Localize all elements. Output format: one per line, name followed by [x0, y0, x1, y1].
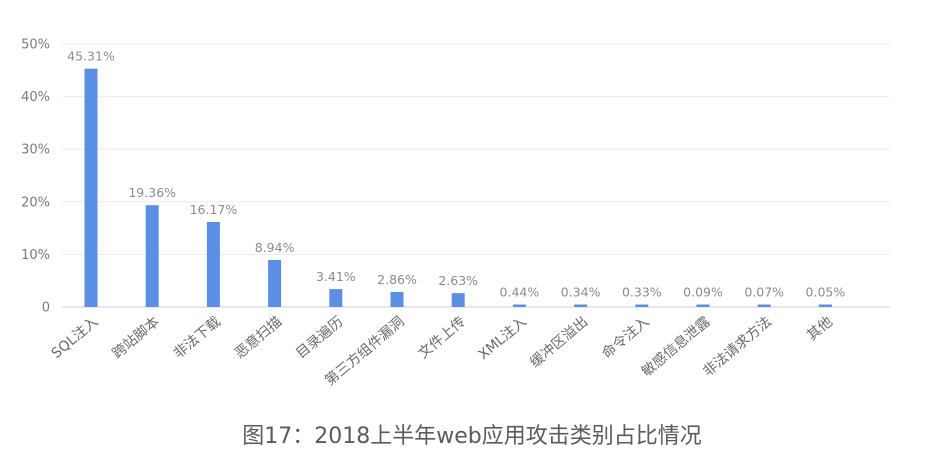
chart-caption: 图17：2018上半年web应用攻击类别占比情况: [242, 424, 702, 449]
data-label: 19.36%: [128, 185, 176, 200]
x-tick-label: 跨站脚本: [110, 314, 163, 362]
x-tick-label: 非法下载: [171, 314, 224, 362]
data-label: 3.41%: [316, 269, 356, 284]
x-tick-label: 文件上传: [416, 314, 469, 362]
bar-chart: 0 10% 20% 30% 40% 50% 45.31% 19.36% 16.17% 8.94%…: [21, 38, 890, 389]
data-label: 0.44%: [500, 285, 540, 300]
bar: [206, 221, 220, 307]
x-tick-label: 命令注入: [599, 313, 653, 362]
x-tick-label: 目录遍历: [293, 314, 346, 362]
data-label: 2.86%: [377, 272, 417, 287]
y-tick-label: 20%: [21, 195, 50, 210]
y-tick-label: 10%: [21, 248, 50, 263]
bar: [574, 304, 588, 307]
y-tick-label: 40%: [21, 90, 50, 105]
data-label: 0.07%: [744, 285, 784, 300]
x-tick-label: SQL注入: [49, 314, 102, 362]
gridlines: [62, 43, 890, 308]
data-labels: 45.31% 19.36% 16.17% 8.94% 3.41% 2.86% 2.63% 0.…: [67, 49, 845, 300]
data-label: 0.09%: [683, 285, 723, 300]
data-label: 2.63%: [438, 273, 478, 288]
bar: [451, 293, 465, 307]
y-tick-label: 50%: [21, 38, 50, 53]
bar: [268, 259, 282, 307]
bar: [145, 205, 159, 307]
data-label: 8.94%: [255, 240, 295, 255]
x-tick-label: 其他: [804, 314, 836, 344]
y-tick-label: 30%: [21, 143, 50, 158]
x-tick-label: 恶意扫描: [231, 313, 285, 362]
data-label: 16.17%: [190, 202, 238, 217]
bar: [818, 304, 832, 307]
data-label: 0.05%: [806, 285, 846, 300]
data-label: 0.33%: [622, 285, 662, 300]
y-tick-label: 0: [42, 301, 50, 316]
bar: [757, 304, 771, 307]
data-label: 0.34%: [561, 285, 601, 300]
bar: [512, 304, 526, 307]
x-tick-label: 缓冲区溢出: [527, 314, 591, 371]
bar: [390, 291, 404, 307]
x-tick-label: XML注入: [476, 314, 530, 363]
bars: [84, 68, 832, 307]
bar: [329, 289, 343, 307]
bar: [696, 304, 710, 307]
y-axis: 0 10% 20% 30% 40% 50%: [21, 38, 50, 316]
data-label: 45.31%: [67, 49, 115, 64]
bar: [84, 68, 98, 307]
bar: [635, 304, 649, 307]
